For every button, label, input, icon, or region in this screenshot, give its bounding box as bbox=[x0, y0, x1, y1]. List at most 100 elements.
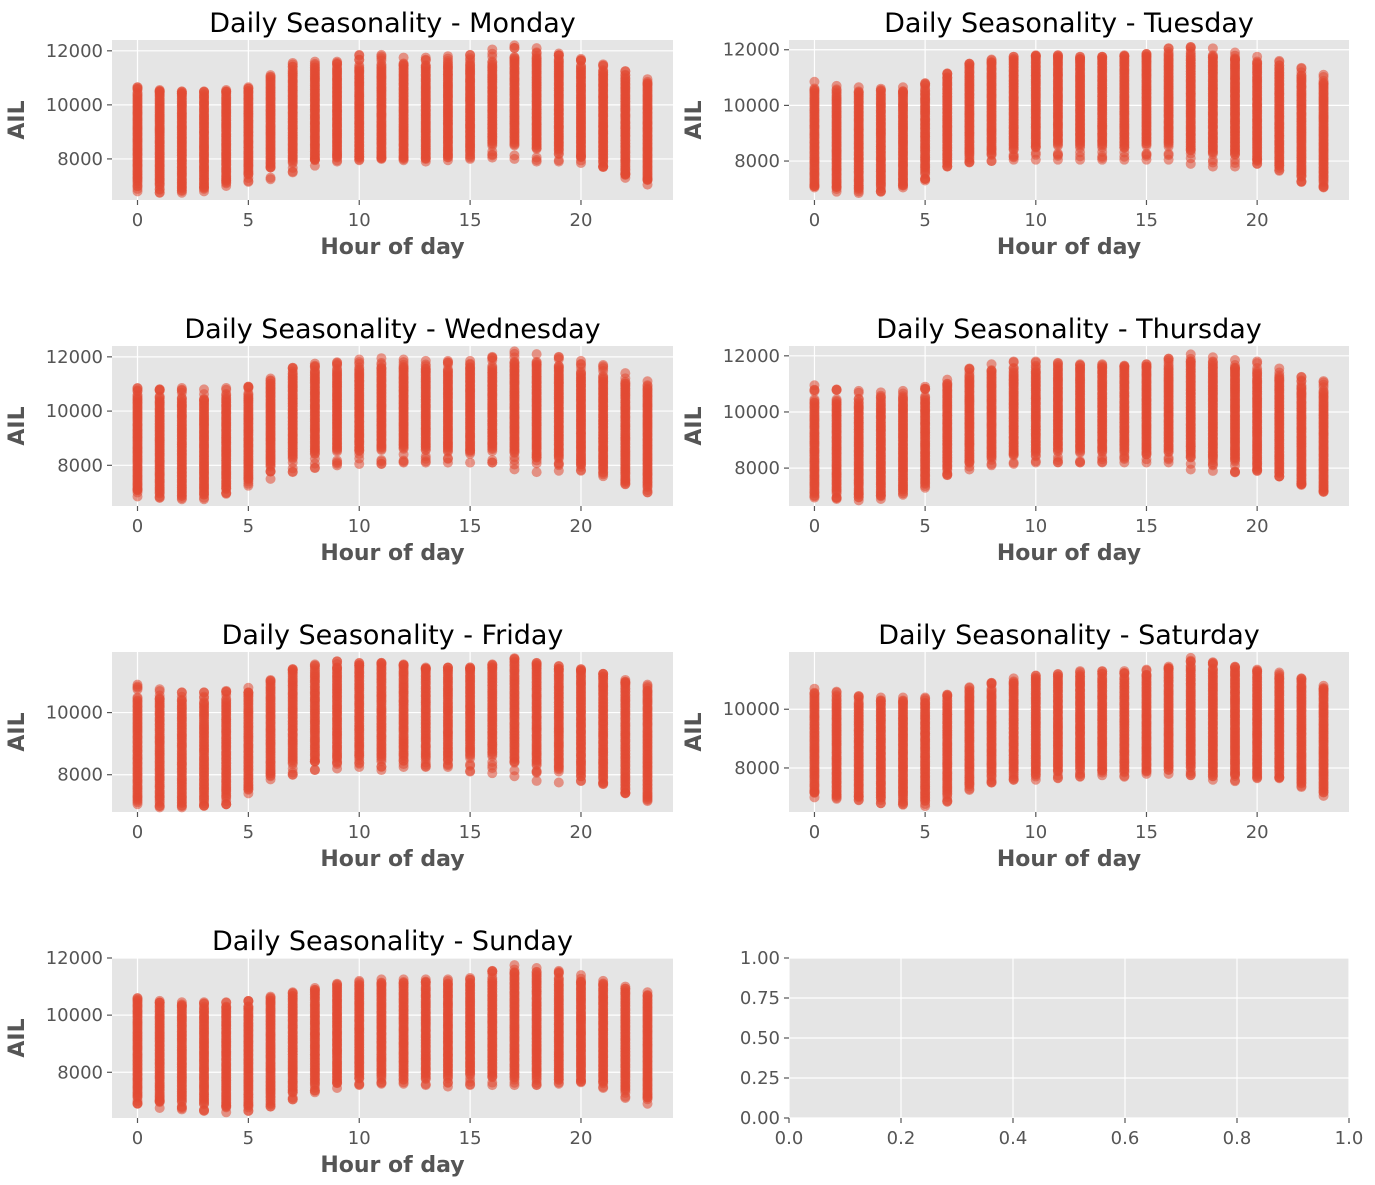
data-point bbox=[465, 457, 476, 468]
data-point bbox=[487, 361, 498, 372]
data-point bbox=[1296, 70, 1307, 81]
data-point bbox=[1207, 52, 1218, 63]
data-point bbox=[575, 60, 586, 71]
panel-title: Daily Seasonality - Wednesday bbox=[184, 314, 600, 345]
x-tick-label: 15 bbox=[459, 210, 482, 231]
data-point bbox=[332, 458, 343, 469]
data-point bbox=[442, 59, 453, 70]
data-point bbox=[1075, 151, 1086, 162]
data-point bbox=[376, 59, 387, 70]
data-point bbox=[920, 83, 931, 94]
panel-title: Daily Seasonality - Tuesday bbox=[884, 8, 1254, 39]
data-point bbox=[354, 364, 365, 375]
data-point bbox=[332, 61, 343, 72]
data-point bbox=[265, 75, 276, 86]
x-tick-label: 15 bbox=[1135, 210, 1158, 231]
data-point bbox=[1008, 56, 1019, 67]
data-point bbox=[509, 52, 520, 63]
data-point bbox=[1207, 157, 1218, 168]
x-tick-label: 0 bbox=[809, 210, 820, 231]
data-point bbox=[1075, 54, 1086, 65]
x-tick-label: 15 bbox=[459, 516, 482, 537]
data-point bbox=[1119, 53, 1130, 64]
y-tick-label: 10000 bbox=[723, 95, 780, 116]
data-point bbox=[176, 88, 187, 99]
data-point bbox=[509, 42, 520, 53]
data-point bbox=[531, 52, 542, 63]
x-tick-label: 20 bbox=[570, 210, 593, 231]
data-point bbox=[420, 456, 431, 467]
data-point bbox=[376, 455, 387, 466]
data-point bbox=[1052, 53, 1063, 64]
data-point bbox=[1185, 48, 1196, 59]
x-axis-label: Hour of day bbox=[997, 235, 1141, 260]
data-point bbox=[809, 86, 820, 97]
data-point bbox=[1318, 78, 1329, 89]
data-point bbox=[199, 395, 210, 406]
data-point bbox=[309, 365, 320, 376]
x-axis-label: Hour of day bbox=[320, 541, 464, 566]
data-point bbox=[1097, 54, 1108, 65]
panel-title: Daily Seasonality - Monday bbox=[209, 8, 576, 39]
data-point bbox=[265, 378, 276, 389]
data-point bbox=[620, 73, 631, 84]
data-point bbox=[1163, 50, 1174, 61]
data-point bbox=[398, 60, 409, 71]
data-point bbox=[875, 89, 886, 100]
x-tick-label: 5 bbox=[243, 210, 254, 231]
data-point bbox=[465, 362, 476, 373]
plot-area bbox=[112, 346, 673, 506]
data-point bbox=[553, 54, 564, 65]
x-axis-label: Hour of day bbox=[320, 235, 464, 260]
y-axis-label: AIL bbox=[5, 406, 30, 445]
x-tick-label: 10 bbox=[348, 210, 371, 231]
x-tick-label: 0 bbox=[132, 516, 143, 537]
x-tick-label: 10 bbox=[348, 516, 371, 537]
data-point bbox=[265, 172, 276, 183]
y-axis-label: AIL bbox=[682, 100, 707, 139]
data-point bbox=[243, 86, 254, 97]
data-point bbox=[287, 166, 298, 177]
data-point bbox=[986, 58, 997, 69]
x-tick-label: 5 bbox=[243, 516, 254, 537]
data-point bbox=[1030, 52, 1041, 63]
data-point bbox=[332, 363, 343, 374]
data-point bbox=[831, 88, 842, 99]
data-point bbox=[309, 63, 320, 74]
data-point bbox=[1141, 149, 1152, 160]
x-tick-label: 0 bbox=[132, 210, 143, 231]
data-point bbox=[1274, 63, 1285, 74]
data-point bbox=[287, 64, 298, 75]
data-point bbox=[287, 368, 298, 379]
data-point bbox=[1163, 148, 1174, 159]
plot-area bbox=[112, 40, 673, 200]
x-tick-label: 20 bbox=[570, 516, 593, 537]
x-tick-label: 20 bbox=[1246, 210, 1269, 231]
data-point bbox=[154, 391, 165, 402]
data-point bbox=[1097, 152, 1108, 163]
data-point bbox=[642, 79, 653, 90]
data-point bbox=[487, 455, 498, 466]
plot-area bbox=[789, 40, 1349, 200]
data-point bbox=[420, 60, 431, 71]
y-axis-label: AIL bbox=[5, 100, 30, 139]
y-tick-label: 12000 bbox=[723, 40, 780, 61]
data-point bbox=[221, 392, 232, 403]
data-point bbox=[243, 388, 254, 399]
y-tick-label: 8000 bbox=[57, 149, 103, 170]
data-point bbox=[1119, 151, 1130, 162]
data-point bbox=[487, 57, 498, 68]
data-point bbox=[398, 362, 409, 373]
data-point bbox=[221, 88, 232, 99]
data-point bbox=[531, 155, 542, 166]
data-point bbox=[598, 66, 609, 77]
data-point bbox=[897, 88, 908, 99]
x-tick-label: 5 bbox=[919, 210, 930, 231]
y-tick-label: 12000 bbox=[46, 347, 103, 368]
data-point bbox=[964, 62, 975, 73]
data-point bbox=[199, 90, 210, 101]
x-tick-label: 10 bbox=[1024, 210, 1047, 231]
data-point bbox=[942, 72, 953, 83]
